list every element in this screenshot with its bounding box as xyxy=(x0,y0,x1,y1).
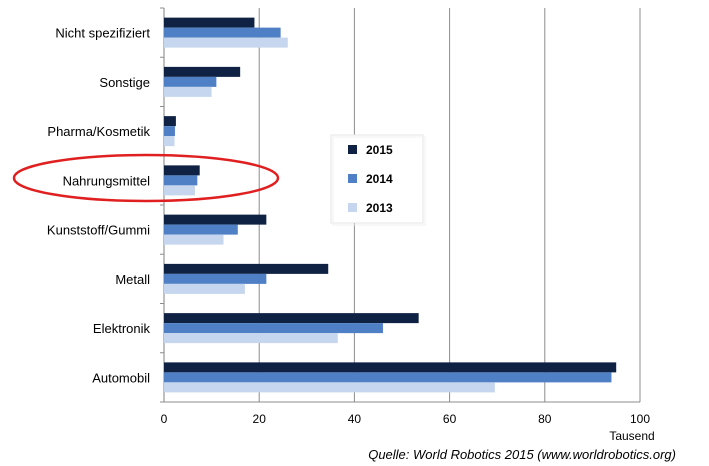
grid-lines xyxy=(160,7,641,403)
x-tick-label: 80 xyxy=(538,412,552,426)
bar-2015-7 xyxy=(164,362,617,373)
bar-2015-3 xyxy=(164,165,200,176)
x-tick-labels: 0 20 40 60 80 100 xyxy=(161,412,651,426)
source-note: Quelle: World Robotics 2015 (www.worldro… xyxy=(368,447,676,462)
category-label: Automobil xyxy=(92,370,150,385)
legend-swatch-2015 xyxy=(348,145,357,154)
bar-2014-1 xyxy=(164,76,217,87)
legend-box xyxy=(330,134,424,224)
legend-swatch-2014 xyxy=(348,174,357,183)
bar-2015-0 xyxy=(164,17,255,28)
bar-2013-7 xyxy=(164,382,495,393)
legend-swatch-2013 xyxy=(348,203,357,212)
category-label: Metall xyxy=(115,272,150,287)
x-tick-label: 40 xyxy=(348,412,362,426)
x-tick-label: 0 xyxy=(161,412,168,426)
bar-2013-4 xyxy=(164,234,224,245)
category-labels: Nicht spezifiziert Sonstige Pharma/Kosmeti… xyxy=(47,26,151,386)
legend-label-2014: 2014 xyxy=(366,172,393,186)
bar-2013-1 xyxy=(164,86,212,97)
category-label: Pharma/Kosmetik xyxy=(47,124,150,139)
bar-2013-3 xyxy=(164,185,195,196)
bar-2014-4 xyxy=(164,224,238,235)
bar-2013-5 xyxy=(164,283,245,294)
bar-2013-0 xyxy=(164,37,288,48)
bar-2013-2 xyxy=(164,136,175,147)
bar-2015-1 xyxy=(164,66,241,77)
category-label: Nahrungsmittel xyxy=(63,173,151,188)
bar-2015-6 xyxy=(164,313,419,324)
bar-2014-7 xyxy=(164,372,612,383)
category-label: Sonstige xyxy=(99,75,150,90)
bar-2015-4 xyxy=(164,214,267,225)
category-label: Nicht spezifiziert xyxy=(55,26,150,41)
x-tick-label: 60 xyxy=(443,412,457,426)
bars-group xyxy=(164,17,617,393)
bar-2015-5 xyxy=(164,263,329,274)
legend-label-2015: 2015 xyxy=(366,143,393,157)
bar-2014-0 xyxy=(164,27,281,38)
legend-shadow xyxy=(332,136,426,226)
category-label: Kunststoff/Gummi xyxy=(47,223,150,238)
bar-2014-3 xyxy=(164,175,198,186)
bar-2014-6 xyxy=(164,323,383,334)
bar-2013-6 xyxy=(164,333,338,344)
legend: 2015 2014 2013 xyxy=(330,134,426,226)
category-label: Elektronik xyxy=(93,321,151,336)
x-axis-label: Tausend xyxy=(609,429,654,443)
bar-2014-5 xyxy=(164,273,267,284)
bar-2015-2 xyxy=(164,116,176,127)
bar-2014-2 xyxy=(164,126,175,137)
x-tick-label: 100 xyxy=(630,412,650,426)
x-tick-label: 20 xyxy=(253,412,267,426)
legend-label-2013: 2013 xyxy=(366,201,393,215)
highlight-ellipse xyxy=(12,153,280,203)
